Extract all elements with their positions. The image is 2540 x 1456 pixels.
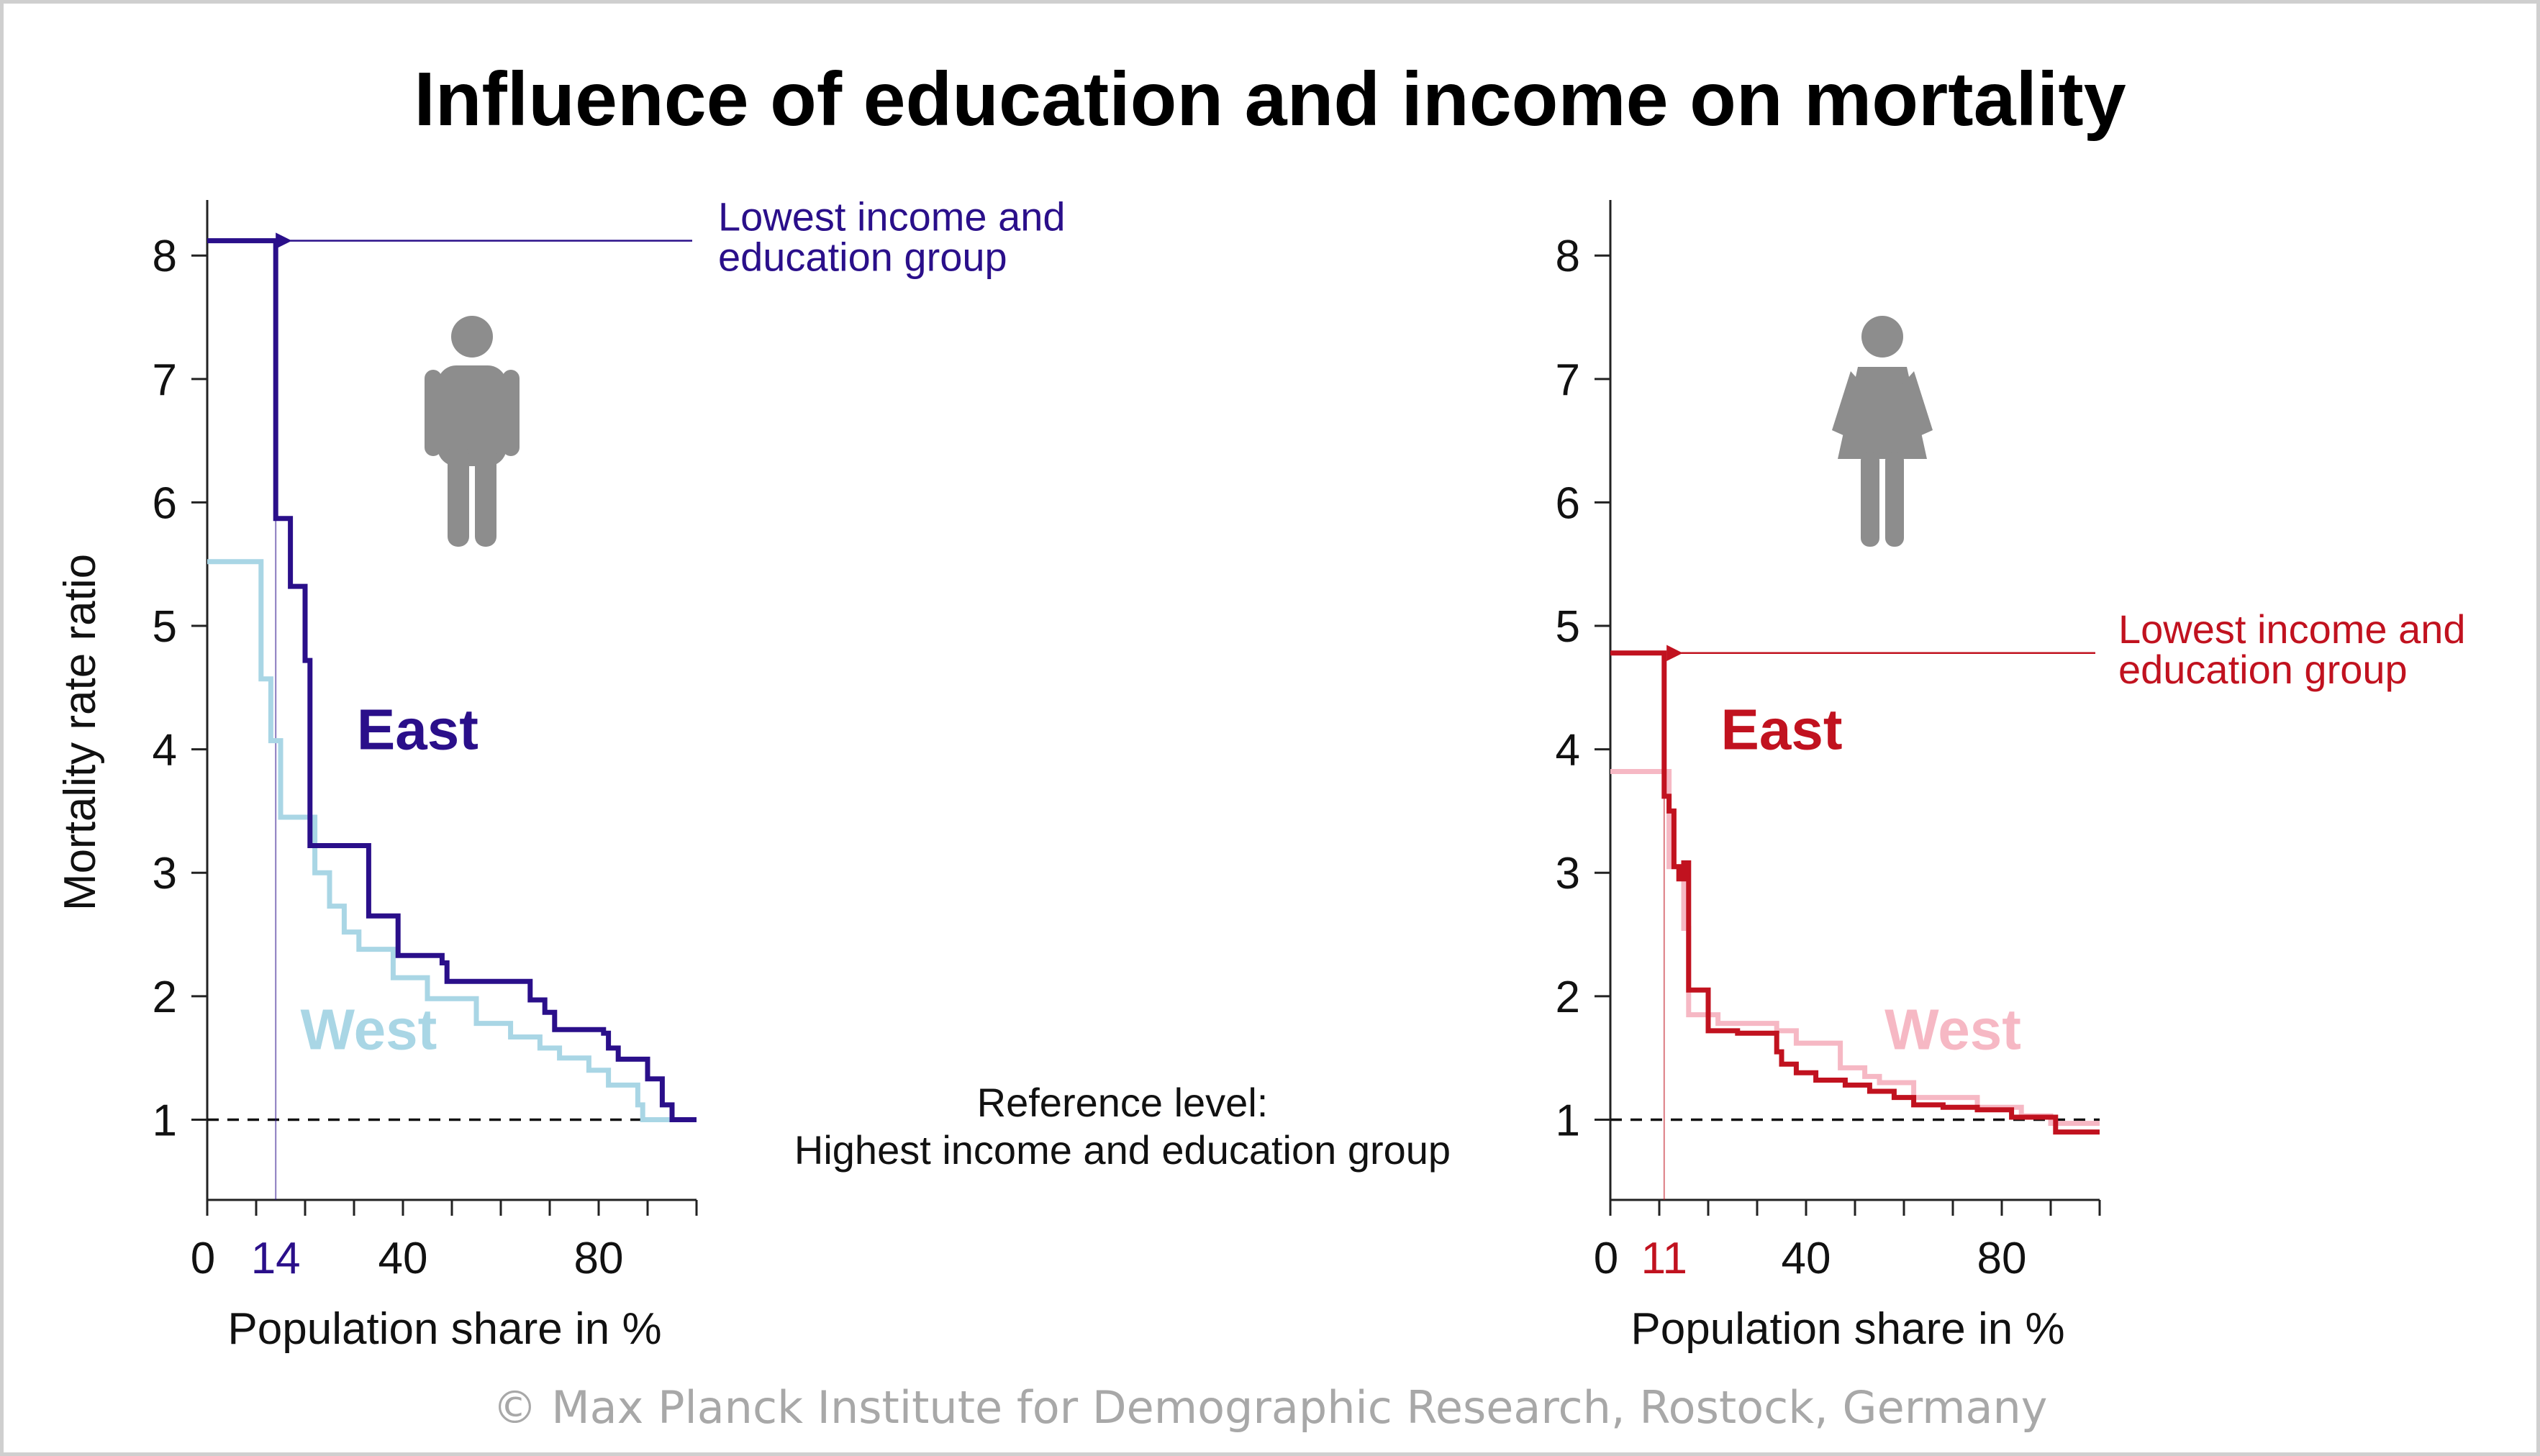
y-tick-label: 4: [153, 726, 177, 775]
annotation-line-1: Lowest income and: [2118, 606, 2466, 652]
woman-arm-shape: [1902, 371, 1933, 436]
man-torso-shape: [437, 365, 507, 466]
series-line-east: [207, 238, 697, 1122]
y-tick-label: 8: [153, 232, 177, 281]
series-label-east: East: [1721, 698, 1843, 762]
x-tick-label: 80: [574, 1234, 624, 1283]
y-tick-label: 6: [153, 478, 177, 528]
series-line-west: [207, 559, 697, 1122]
y-tick-label: 7: [1556, 355, 1580, 405]
annotation-line-2: education group: [718, 235, 1007, 280]
y-tick-label: 5: [1556, 602, 1580, 652]
series-line-west: [1610, 769, 2100, 1127]
y-tick-label: 1: [1556, 1096, 1580, 1145]
y-tick-label: 6: [1556, 478, 1580, 528]
annotation-line-2: education group: [2118, 647, 2408, 692]
y-tick-label: 7: [153, 355, 177, 405]
y-tick-label: 4: [1556, 726, 1580, 775]
reference-note-line-2: Highest income and education group: [794, 1127, 1451, 1173]
woman-arm-shape: [1832, 371, 1862, 436]
series-label-west: West: [301, 998, 437, 1062]
y-tick-label: 2: [1556, 973, 1580, 1022]
highlight-tick-label: 14: [251, 1234, 301, 1283]
x-tick-label: 40: [1782, 1234, 1831, 1283]
highlight-tick-label: 11: [1641, 1234, 1687, 1283]
series-line-east: [1610, 650, 2100, 1135]
man-icon: [425, 316, 520, 547]
x-tick-label: 40: [378, 1234, 428, 1283]
man-leg-shape: [475, 445, 496, 547]
man-arm-shape: [425, 370, 442, 456]
man-leg-shape: [448, 445, 469, 547]
series-label-west: West: [1884, 998, 2021, 1062]
x-tick-label: 80: [1977, 1234, 2027, 1283]
y-tick-label: 8: [1556, 232, 1580, 281]
x-tick-label: 0: [1594, 1234, 1618, 1283]
series-label-east: East: [357, 698, 478, 762]
y-tick-label: 5: [153, 602, 177, 652]
woman-icon: [1832, 316, 1933, 547]
reference-note-line-1: Reference level:: [976, 1080, 1269, 1125]
x-axis-title: Population share in %: [1630, 1304, 2064, 1354]
woman-leg-shape: [1885, 452, 1904, 547]
x-tick-label: 0: [191, 1234, 215, 1283]
man-arm-shape: [502, 370, 520, 456]
man-head-shape: [451, 316, 493, 358]
reference-level-note: Reference level: Highest income and educ…: [748, 1079, 1497, 1174]
y-tick-label: 2: [153, 973, 177, 1022]
copyright-notice: © Max Planck Institute for Demographic R…: [492, 1381, 2048, 1434]
woman-leg-shape: [1861, 452, 1879, 547]
chart-title: Influence of education and income on mor…: [414, 57, 2126, 142]
y-tick-label: 3: [1556, 849, 1580, 898]
annotation-line-1: Lowest income and: [718, 194, 1066, 240]
y-tick-label: 3: [153, 849, 177, 898]
x-axis-title: Population share in %: [227, 1304, 661, 1354]
y-axis-title: Mortality rate ratio: [55, 554, 105, 911]
y-tick-label: 1: [153, 1096, 177, 1145]
woman-head-shape: [1861, 316, 1903, 358]
